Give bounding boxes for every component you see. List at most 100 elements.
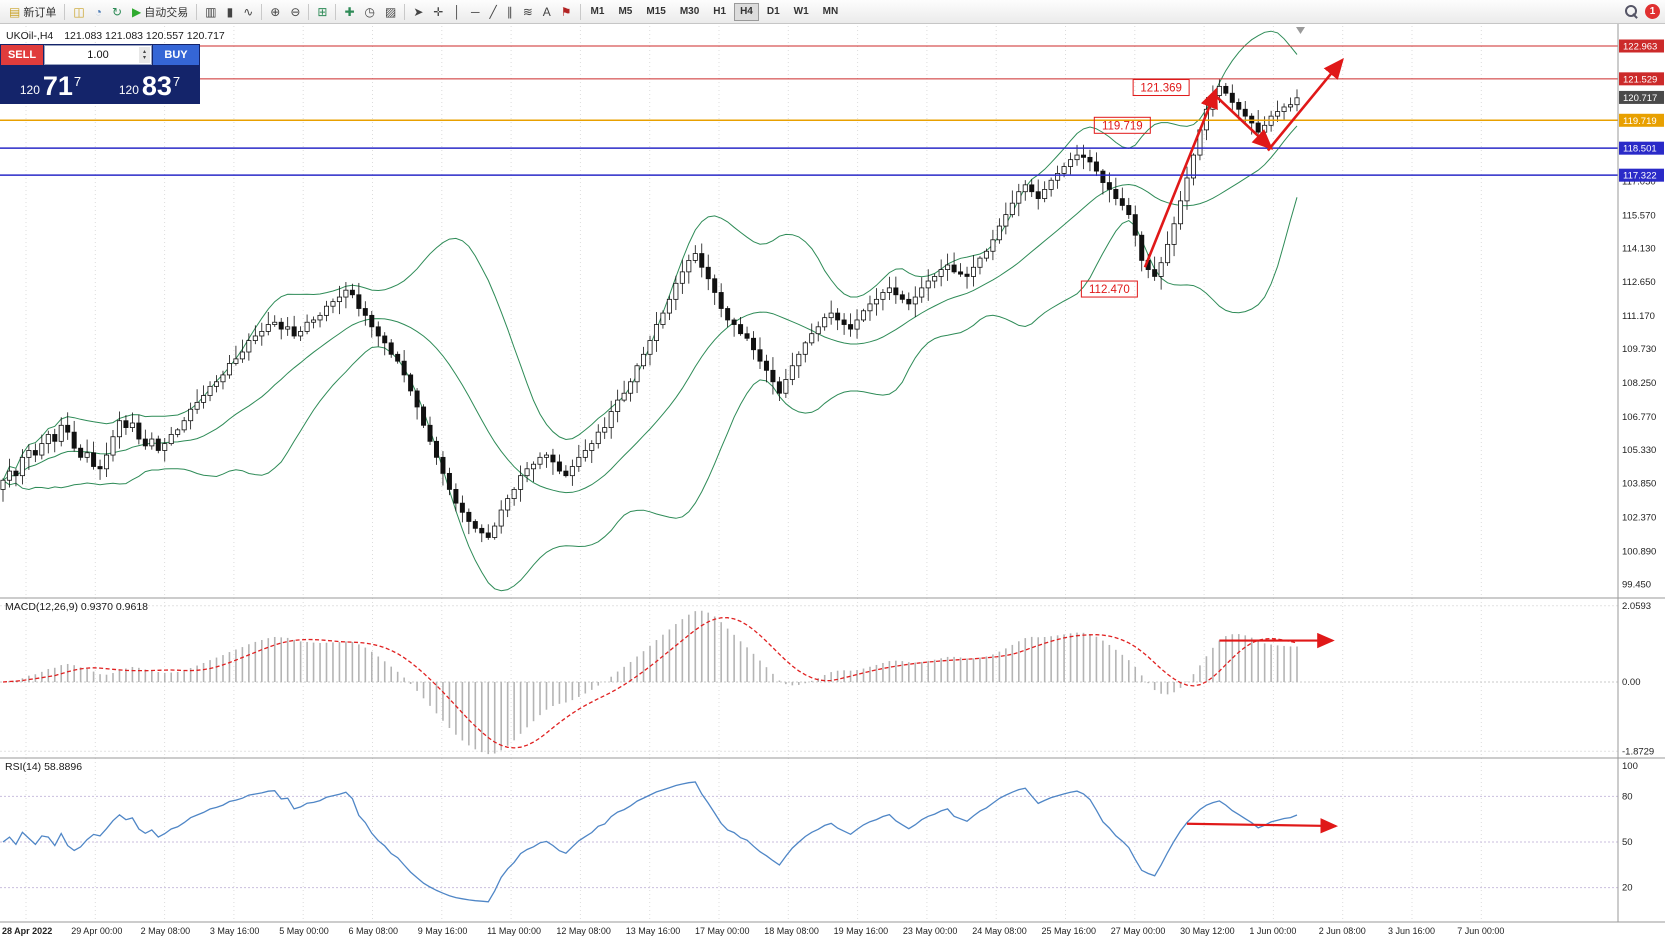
svg-text:30 May 12:00: 30 May 12:00 xyxy=(1180,926,1235,936)
tf-h4-label: H4 xyxy=(740,6,753,17)
chart-title: UKOil-,H4 121.083 121.083 120.557 120.71… xyxy=(6,30,225,42)
stepper-up-icon[interactable]: ▴ xyxy=(142,49,146,55)
candles-chart-button[interactable]: ▮ xyxy=(222,2,239,22)
toolbar-separator xyxy=(261,3,263,20)
tf-m1-label: M1 xyxy=(590,6,605,17)
svg-text:106.770: 106.770 xyxy=(1622,412,1656,423)
zoom-out-icon: ⊖ xyxy=(290,4,301,19)
svg-text:3 May 16:00: 3 May 16:00 xyxy=(210,926,260,936)
svg-text:-1.8729: -1.8729 xyxy=(1622,746,1654,757)
grid-layer xyxy=(0,26,1618,922)
svg-text:0.00: 0.00 xyxy=(1622,677,1641,688)
crosshair-button[interactable]: ✛ xyxy=(428,2,448,22)
buy-button[interactable]: BUY xyxy=(153,45,199,65)
price-annotation-text: 112.470 xyxy=(1089,284,1130,296)
svg-text:100: 100 xyxy=(1622,761,1638,772)
svg-text:109.730: 109.730 xyxy=(1622,344,1656,355)
sell-price[interactable]: 120 71 7 xyxy=(1,65,100,103)
new-order-button[interactable]: ▤ 新订单 xyxy=(4,2,61,22)
notification-badge[interactable]: 1 xyxy=(1645,4,1660,19)
svg-text:102.370: 102.370 xyxy=(1622,513,1656,524)
volume-input[interactable]: 1.00 ▴ ▾ xyxy=(44,45,152,65)
svg-text:117.322: 117.322 xyxy=(1623,171,1657,182)
tf-m5-button[interactable]: M5 xyxy=(612,3,638,21)
svg-text:28 Apr 2022: 28 Apr 2022 xyxy=(2,926,52,936)
svg-text:80: 80 xyxy=(1622,791,1633,802)
templates-icon: ▨ xyxy=(384,4,397,19)
sell-button[interactable]: SELL xyxy=(1,45,43,65)
stepper-down-icon[interactable]: ▾ xyxy=(142,55,146,61)
svg-text:23 May 00:00: 23 May 00:00 xyxy=(903,926,958,936)
periods-icon: ◷ xyxy=(364,4,375,19)
tf-h1-button[interactable]: H1 xyxy=(707,3,732,21)
zoom-out-button[interactable]: ⊖ xyxy=(285,2,305,22)
tf-w1-button[interactable]: W1 xyxy=(788,3,815,21)
time-axis[interactable]: 28 Apr 2022 29 Apr 00:00 2 May 08:00 3 May … xyxy=(2,926,1504,936)
one-click-trading-panel: SELL 1.00 ▴ ▾ BUY 120 71 7 120 83 7 xyxy=(0,44,200,104)
line-chart-button[interactable]: ∿ xyxy=(238,2,258,22)
fibonacci-icon: ≋ xyxy=(522,4,533,19)
fibonacci-button[interactable]: ≋ xyxy=(518,2,538,22)
templates-button[interactable]: ▨ xyxy=(380,2,401,22)
profiles-button[interactable]: ◔ xyxy=(90,2,107,22)
svg-text:7 Jun 00:00: 7 Jun 00:00 xyxy=(1457,926,1504,936)
cursor-icon: ➤ xyxy=(413,4,424,19)
svg-text:103.850: 103.850 xyxy=(1622,479,1656,490)
trend-arrow xyxy=(1266,58,1344,152)
indicators-button[interactable]: ✚ xyxy=(339,2,359,22)
ohlc-values: 121.083 121.083 120.557 120.717 xyxy=(64,30,225,42)
periods-button[interactable]: ◷ xyxy=(360,2,380,22)
svg-text:120.717: 120.717 xyxy=(1623,93,1657,104)
buy-price[interactable]: 120 83 7 xyxy=(100,65,199,103)
trend-arrow xyxy=(1143,87,1218,268)
price-scale[interactable]: 117.050 115.570 114.130 112.650 111.170 109.7… xyxy=(1619,39,1664,894)
svg-text:18 May 08:00: 18 May 08:00 xyxy=(764,926,819,936)
svg-text:1 Jun 00:00: 1 Jun 00:00 xyxy=(1249,926,1296,936)
horizontal-line-button[interactable]: ─ xyxy=(466,2,485,22)
tf-d1-button[interactable]: D1 xyxy=(761,3,786,21)
symbol-period-label: UKOil-,H4 xyxy=(6,30,54,42)
buy-price-pip: 7 xyxy=(172,74,181,89)
trendline-button[interactable]: ╱ xyxy=(484,2,501,22)
toolbar-separator xyxy=(64,3,66,20)
price-annotation-text: 119.719 xyxy=(1102,120,1143,132)
candles-layer xyxy=(0,79,1300,543)
charts-window-button[interactable]: ◫ xyxy=(68,2,89,22)
autotrade-button[interactable]: ▶ 自动交易 xyxy=(127,2,193,22)
line-chart-icon: ∿ xyxy=(243,4,254,19)
arrows-button[interactable]: ⚑ xyxy=(556,2,577,22)
tf-m1-button[interactable]: M1 xyxy=(585,3,611,21)
svg-text:112.650: 112.650 xyxy=(1622,277,1656,288)
price-annotation-text: 121.369 xyxy=(1140,83,1182,95)
tf-m30-button[interactable]: M30 xyxy=(674,3,705,21)
vertical-line-button[interactable]: │ xyxy=(448,2,466,22)
channel-button[interactable]: ∥ xyxy=(502,2,518,22)
bars-chart-button[interactable]: ▥ xyxy=(200,2,221,22)
annotations-layer[interactable]: 121.369 119.719 112.470 xyxy=(1080,58,1344,834)
profiles-icon: ◔ xyxy=(94,4,102,19)
autotrade-icon: ▶ xyxy=(132,4,142,19)
tf-h4-button[interactable]: H4 xyxy=(734,2,759,21)
cursor-button[interactable]: ➤ xyxy=(408,2,428,22)
tf-m15-label: M15 xyxy=(646,6,666,17)
volume-stepper[interactable]: ▴ ▾ xyxy=(139,47,150,63)
zoom-in-button[interactable]: ⊕ xyxy=(265,2,285,22)
svg-text:2 Jun 08:00: 2 Jun 08:00 xyxy=(1319,926,1366,936)
tf-m15-button[interactable]: M15 xyxy=(640,3,671,21)
text-button[interactable]: A xyxy=(538,2,556,22)
refresh-button[interactable]: ↻ xyxy=(107,2,127,22)
search-icon[interactable] xyxy=(1625,5,1638,18)
tile-windows-button[interactable]: ⊞ xyxy=(312,2,332,22)
svg-text:99.450: 99.450 xyxy=(1622,579,1651,590)
tf-m5-label: M5 xyxy=(618,6,633,17)
svg-text:13 May 16:00: 13 May 16:00 xyxy=(626,926,681,936)
svg-text:24 May 08:00: 24 May 08:00 xyxy=(972,926,1027,936)
bars-chart-icon: ▥ xyxy=(205,4,217,19)
candles-chart-icon: ▮ xyxy=(226,4,234,19)
tf-mn-button[interactable]: MN xyxy=(817,3,845,21)
price-lines-layer[interactable] xyxy=(0,45,1618,176)
shift-marker-icon xyxy=(1296,27,1305,34)
svg-text:122.963: 122.963 xyxy=(1623,42,1657,53)
svg-text:3 Jun 16:00: 3 Jun 16:00 xyxy=(1388,926,1435,936)
